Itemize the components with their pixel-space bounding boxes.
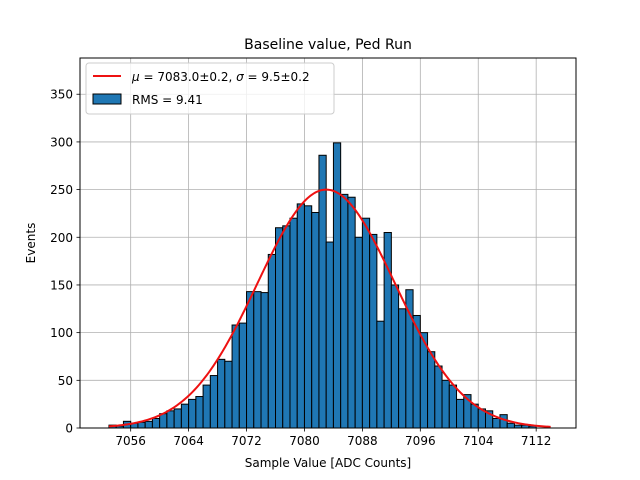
histogram-bar <box>231 324 240 429</box>
histogram-bar <box>173 408 182 429</box>
histogram-bar <box>303 205 313 429</box>
x-tick-label: 7088 <box>347 434 378 448</box>
histogram-bar <box>224 360 233 429</box>
y-tick-label: 50 <box>58 374 73 388</box>
y-axis-label: Events <box>24 223 38 264</box>
histogram-bar <box>217 358 226 429</box>
histogram-bar <box>347 196 356 429</box>
histogram-bar <box>180 403 190 429</box>
y-axis-ticks: 0 50 100 150 200 250 300 350 <box>50 88 80 436</box>
legend-hist-label: RMS = 9.41 <box>132 93 203 107</box>
histogram-bar <box>246 291 255 429</box>
legend-fit-sigma-value: = 9.5±0.2 <box>244 70 310 84</box>
x-tick-label: 7072 <box>231 434 262 448</box>
histogram-bar <box>369 233 378 429</box>
x-axis-label: Sample Value [ADC Counts] <box>245 456 411 470</box>
histogram-bar <box>144 420 153 429</box>
y-tick-label: 300 <box>50 135 73 149</box>
legend: μ = 7083.0±0.2, σ = 9.5±0.2 RMS = 9.41 <box>85 62 335 115</box>
chart-title: Baseline value, Ped Run <box>244 37 412 53</box>
legend-fit-mu-value: = 7083.0±0.2, <box>140 70 236 84</box>
y-tick-label: 100 <box>50 326 73 340</box>
histogram-bar <box>318 154 327 429</box>
axes-frame <box>79 57 577 429</box>
histogram-bar <box>275 227 284 429</box>
x-tick-label: 7112 <box>521 434 552 448</box>
histogram-bar <box>434 365 443 429</box>
histogram-bar <box>260 292 269 429</box>
histogram-bar <box>332 142 342 429</box>
histogram-bar <box>499 414 508 429</box>
x-tick-label: 7064 <box>173 434 204 448</box>
y-tick-label: 350 <box>50 88 73 102</box>
x-axis-ticks: 7056 7064 7072 7080 7088 7096 7104 7112 <box>115 428 551 448</box>
x-tick-label: 7096 <box>405 434 436 448</box>
x-tick-label: 7056 <box>115 434 146 448</box>
legend-fit-sigma: σ <box>236 70 244 84</box>
gaussian-fit <box>108 188 551 428</box>
histogram-bar <box>311 211 320 429</box>
histogram-bar <box>506 422 515 429</box>
y-tick-label: 250 <box>50 183 73 197</box>
x-tick-label: 7104 <box>463 434 494 448</box>
fit-curve <box>108 188 551 428</box>
histogram-bar <box>361 217 371 429</box>
histogram-bar <box>151 417 161 429</box>
y-tick-label: 0 <box>65 422 73 436</box>
histogram-bar <box>195 396 204 429</box>
histogram-bar <box>267 253 277 429</box>
x-tick-label: 7080 <box>289 434 320 448</box>
histogram-bar <box>492 417 501 429</box>
histogram-bar <box>398 308 407 429</box>
legend-hist-swatch <box>92 93 122 105</box>
histogram-bar <box>448 384 458 429</box>
histogram-bar <box>188 398 197 429</box>
histogram-bar <box>253 291 262 429</box>
histogram-bar <box>289 217 298 429</box>
histogram-bar <box>441 379 450 429</box>
histogram-bar <box>238 322 248 429</box>
histogram-bar <box>166 410 175 429</box>
histogram-bar <box>340 193 349 429</box>
histogram-bar <box>325 241 334 429</box>
histogram-bar <box>427 351 436 429</box>
legend-box <box>85 62 335 115</box>
histogram-bar <box>456 398 465 429</box>
histogram-bar <box>282 225 291 429</box>
y-tick-label: 200 <box>50 231 73 245</box>
histogram-bar <box>376 320 385 429</box>
histogram-bar <box>354 236 363 429</box>
histogram-bar <box>209 375 219 429</box>
histogram-bar <box>296 203 305 429</box>
histogram-bar <box>390 284 400 429</box>
histogram-bar <box>202 384 211 429</box>
legend-fit-mu: μ <box>131 70 140 84</box>
legend-fit-label: μ = 7083.0±0.2, σ = 9.5±0.2 <box>131 70 310 84</box>
y-tick-label: 150 <box>50 278 73 292</box>
